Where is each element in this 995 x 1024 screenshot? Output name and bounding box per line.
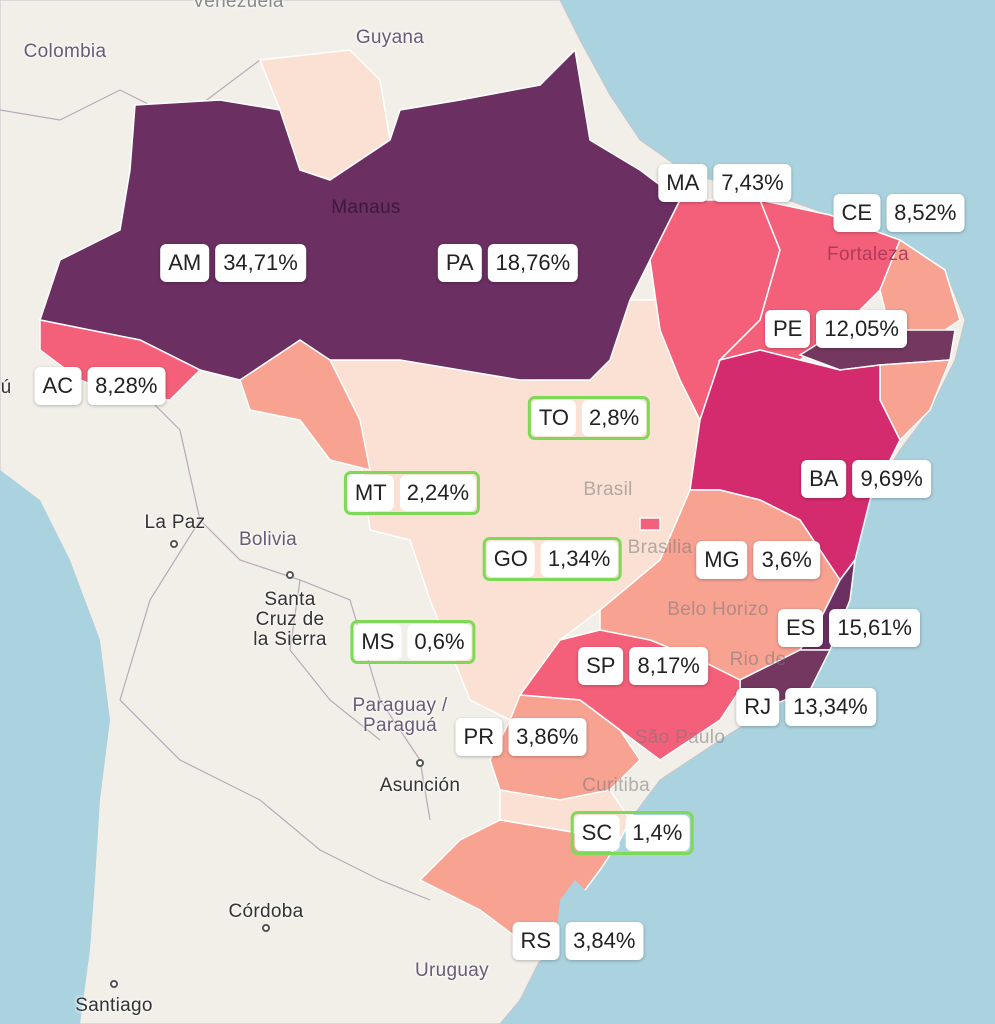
place-santa-cruz: Santa Cruz de la Sierra xyxy=(253,589,327,650)
lagoon xyxy=(555,880,590,950)
pacific-ocean xyxy=(0,470,110,1024)
state-label-ce[interactable]: CE 8,52% xyxy=(833,194,965,232)
state-code: PE xyxy=(765,310,811,348)
state-code: PR xyxy=(455,718,503,756)
state-label-to[interactable]: TO 2,8% xyxy=(527,396,651,440)
place-santiago: Santiago xyxy=(75,995,153,1017)
state-label-ac[interactable]: AC 8,28% xyxy=(34,367,166,405)
state-label-mt[interactable]: MT 2,24% xyxy=(343,471,481,515)
state-code: MS xyxy=(354,624,402,660)
state-value: 18,76% xyxy=(487,244,579,282)
state-value: 12,05% xyxy=(816,310,907,348)
place-paraguay: Paraguay / Paraguá xyxy=(352,695,448,736)
place-manaus: Manaus xyxy=(331,197,401,219)
place-guyana: Guyana xyxy=(355,27,425,49)
state-value: 9,69% xyxy=(852,460,931,498)
place-la-paz: La Paz xyxy=(144,512,206,534)
state-label-pe[interactable]: PE 12,05% xyxy=(765,310,907,348)
place-cordoba: Córdoba xyxy=(228,901,304,923)
state-value: 13,34% xyxy=(785,688,876,726)
state-value: 0,6% xyxy=(407,624,472,660)
state-code: AC xyxy=(34,367,82,405)
place-uruguay: Uruguay xyxy=(415,960,489,982)
state-code: AM xyxy=(160,244,210,282)
state-code: CE xyxy=(833,194,881,232)
state-label-es[interactable]: ES 15,61% xyxy=(778,609,920,647)
state-value: 1,34% xyxy=(540,541,618,577)
state-value: 7,43% xyxy=(713,164,792,202)
state-value: 15,61% xyxy=(829,609,920,647)
state-value: 2,24% xyxy=(399,475,477,511)
state-value: 1,4% xyxy=(625,815,690,851)
state-code: RJ xyxy=(736,688,780,726)
place-peru-fragment: ú xyxy=(0,377,12,399)
state-code: TO xyxy=(531,400,576,436)
place-asuncion: Asunción xyxy=(379,775,461,797)
place-rio: Rio de xyxy=(729,649,787,671)
state-label-mg[interactable]: MG 3,6% xyxy=(696,541,820,579)
state-code: MA xyxy=(658,164,708,202)
state-code: SC xyxy=(574,815,620,851)
state-code: SP xyxy=(578,647,624,685)
caribbean-water xyxy=(880,0,995,200)
state-label-ba[interactable]: BA 9,69% xyxy=(801,460,931,498)
state-value: 3,6% xyxy=(753,541,820,579)
place-bolivia: Bolivia xyxy=(238,529,298,551)
state-code: RS xyxy=(512,922,560,960)
place-sao-paulo: São Paulo xyxy=(634,727,726,749)
city-dot-icon xyxy=(170,540,178,548)
place-curitiba: Curitiba xyxy=(582,775,650,797)
state-code: ES xyxy=(778,609,824,647)
place-venezuela: Venezuela xyxy=(192,0,284,13)
city-dot-icon xyxy=(286,571,294,579)
state-label-go[interactable]: GO 1,34% xyxy=(482,537,622,581)
state-value: 3,86% xyxy=(508,718,587,756)
state-label-sp[interactable]: SP 8,17% xyxy=(578,647,708,685)
place-colombia: Colombia xyxy=(23,41,107,63)
city-dot-icon xyxy=(416,759,424,767)
state-code: BA xyxy=(801,460,847,498)
state-value: 3,84% xyxy=(565,922,644,960)
state-value: 8,52% xyxy=(886,194,965,232)
state-label-rj[interactable]: RJ 13,34% xyxy=(736,688,876,726)
place-brasil: Brasil xyxy=(583,479,633,501)
state-label-am[interactable]: AM 34,71% xyxy=(160,244,306,282)
state-label-ma[interactable]: MA 7,43% xyxy=(658,164,792,202)
state-code: GO xyxy=(486,541,535,577)
place-brasilia: Brasilia xyxy=(627,537,693,559)
state-label-sc[interactable]: SC 1,4% xyxy=(570,811,694,855)
city-dot-icon xyxy=(262,924,270,932)
state-value: 8,28% xyxy=(87,367,166,405)
state-value: 34,71% xyxy=(215,244,306,282)
state-code: MT xyxy=(347,475,394,511)
state-label-pa[interactable]: PA 18,76% xyxy=(437,244,579,282)
state-code: MG xyxy=(696,541,748,579)
state-df[interactable] xyxy=(639,517,661,531)
city-dot-icon xyxy=(110,980,118,988)
state-value: 8,17% xyxy=(629,647,708,685)
state-label-ms[interactable]: MS 0,6% xyxy=(350,620,476,664)
state-label-rs[interactable]: RS 3,84% xyxy=(512,922,644,960)
state-label-pr[interactable]: PR 3,86% xyxy=(455,718,587,756)
place-belo-horizonte: Belo Horizo xyxy=(667,599,769,621)
state-value: 2,8% xyxy=(582,400,647,436)
place-fortaleza: Fortaleza xyxy=(827,244,909,266)
state-code: PA xyxy=(437,244,482,282)
